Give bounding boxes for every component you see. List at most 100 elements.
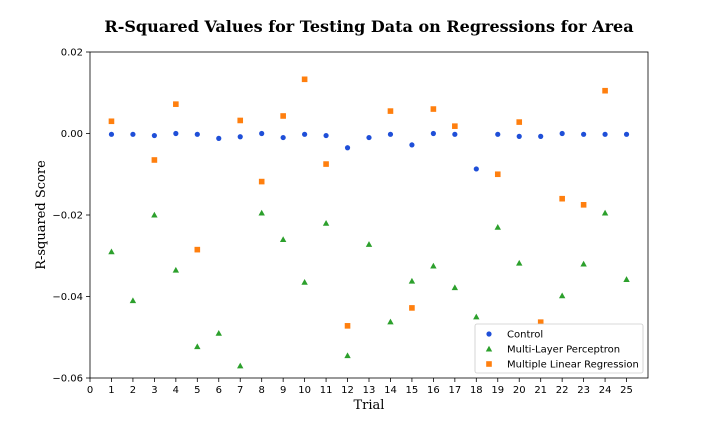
multi-layer-perceptron-point	[108, 248, 115, 255]
multiple-linear-regression-point	[580, 202, 587, 208]
multi-layer-perceptron-point	[237, 362, 244, 369]
control-point	[130, 131, 136, 137]
multiple-linear-regression-point	[323, 161, 329, 167]
x-tick-label: 16	[427, 385, 440, 396]
x-tick-label: 8	[259, 385, 265, 396]
multi-layer-perceptron-point	[258, 209, 265, 216]
x-tick-label: 9	[280, 385, 286, 396]
multi-layer-perceptron-point	[451, 284, 459, 291]
y-axis: −0.06 −0.04 −0.02 0.00 0.02	[52, 48, 90, 385]
multiple-linear-regression-point	[301, 76, 308, 83]
y-axis-label: R-squared Score	[34, 160, 49, 270]
x-tick-label: 10	[298, 385, 311, 396]
x-tick-label: 21	[534, 385, 547, 396]
multi-layer-perceptron-point	[194, 343, 201, 350]
multi-layer-perceptron-point	[473, 313, 480, 320]
y-tick-label: −0.02	[52, 211, 83, 222]
control-point	[259, 130, 265, 137]
multiple-linear-regression-point	[344, 323, 351, 329]
multi-layer-perceptron-point	[172, 266, 180, 273]
x-tick-label: 1	[108, 385, 114, 396]
legend: Control Multi-Layer Perceptron Multiple Li…	[474, 323, 644, 374]
multi-layer-perceptron-point	[387, 318, 394, 325]
multi-layer-perceptron-point	[301, 279, 308, 285]
multiple-linear-regression-point	[537, 319, 544, 325]
legend-box	[474, 323, 644, 374]
multiple-linear-regression-point	[237, 117, 244, 124]
control-point	[194, 131, 200, 137]
y-tick-label: 0.00	[61, 129, 83, 140]
control-point	[108, 131, 115, 137]
chart-title: R-Squared Values for Testing Data on Reg…	[104, 17, 633, 36]
multi-layer-perceptron-point	[623, 276, 630, 282]
x-tick-label: 4	[173, 385, 179, 396]
multi-layer-perceptron-point	[279, 236, 287, 243]
x-axis-label: Trial	[354, 398, 385, 413]
multiple-linear-regression-point	[430, 106, 437, 112]
multi-layer-perceptron-point	[151, 211, 158, 218]
x-tick-label: 3	[151, 385, 157, 396]
x-tick-label: 22	[556, 385, 569, 396]
multiple-linear-regression-point	[258, 178, 265, 185]
control-point	[623, 131, 630, 137]
x-tick-label: 5	[194, 385, 200, 396]
control-point	[452, 131, 458, 137]
x-tick-label: 13	[363, 385, 376, 396]
y-tick-label: −0.04	[52, 292, 83, 303]
control-point	[473, 166, 479, 172]
multiple-linear-regression-point	[108, 118, 115, 125]
control-point	[216, 135, 222, 141]
control-point	[602, 131, 608, 137]
multiple-linear-regression-point	[173, 101, 179, 107]
multi-layer-perceptron-point	[558, 292, 566, 299]
multiple-linear-regression-point	[452, 123, 458, 129]
control-point	[173, 130, 179, 137]
multi-layer-perceptron-point	[129, 297, 137, 304]
y-tick-label: −0.06	[52, 374, 83, 385]
control-point	[323, 132, 329, 139]
legend-marker	[486, 361, 492, 367]
control-point	[237, 134, 243, 140]
x-tick-label: 19	[491, 385, 504, 396]
legend-label: Multi-Layer Perceptron	[507, 345, 620, 356]
x-tick-label: 24	[599, 385, 612, 396]
x-tick-label: 18	[470, 385, 483, 396]
multiple-linear-regression-point	[409, 305, 415, 311]
x-tick-label: 0	[87, 385, 93, 396]
multi-layer-perceptron-point	[601, 209, 609, 216]
x-axis: 0 1 2 3 4 5 6 7 8 9 10 11 12 13 14 15 16 17 18 19 20 21 22 23 24…	[87, 378, 633, 396]
x-tick-label: 12	[341, 385, 354, 396]
multi-layer-perceptron-point	[580, 260, 587, 267]
multiple-linear-regression-point	[516, 119, 523, 125]
x-tick-label: 2	[130, 385, 136, 396]
x-tick-label: 14	[384, 385, 397, 396]
multiple-linear-regression-point	[387, 108, 394, 114]
legend-label: Multiple Linear Regression	[507, 360, 639, 371]
control-point	[409, 142, 415, 148]
control-point	[495, 131, 501, 137]
x-tick-label: 11	[320, 385, 333, 396]
control-point	[366, 134, 372, 141]
control-point	[430, 130, 436, 137]
multi-layer-perceptron-point	[344, 352, 351, 359]
multiple-linear-regression-point	[151, 157, 158, 163]
multiple-linear-regression-point	[559, 195, 565, 202]
multi-layer-perceptron-point	[365, 241, 373, 247]
control-point	[516, 133, 522, 139]
y-tick-label: 0.02	[61, 48, 83, 59]
x-tick-label: 25	[620, 385, 633, 396]
x-tick-label: 7	[237, 385, 243, 396]
control-point	[581, 131, 587, 137]
control-point	[387, 131, 394, 137]
multiple-linear-regression-point	[602, 87, 608, 94]
control-point	[538, 133, 544, 139]
legend-marker	[485, 345, 493, 352]
multi-layer-perceptron-point	[516, 259, 523, 266]
multiple-linear-regression-point	[194, 246, 201, 253]
multi-layer-perceptron-point	[494, 224, 501, 230]
control-point	[280, 134, 286, 141]
multiple-linear-regression-point	[280, 113, 286, 119]
x-tick-label: 20	[513, 385, 526, 396]
control-point	[302, 131, 308, 137]
